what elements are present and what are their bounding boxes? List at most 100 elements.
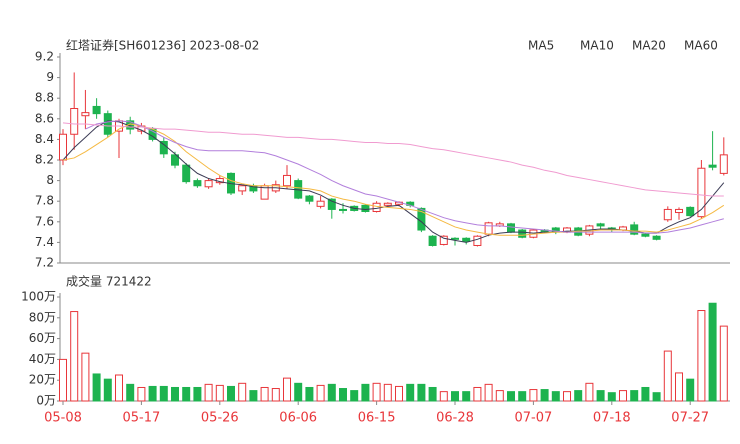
candle-body [675,208,683,214]
y-tick-label: 9 [46,70,54,84]
candle-body [697,167,706,218]
y-tick-label: 8.8 [35,91,54,105]
x-tick-label: 07-27 [671,411,709,426]
candle-body [596,223,605,227]
volume-bar [495,390,504,402]
candle-body [238,185,247,192]
candle-body [719,154,728,174]
candle-body [518,229,527,238]
y-tick-label: 100万 [21,290,56,304]
volume-bar [372,382,381,402]
candle-body [305,195,314,202]
x-tick-label: 07-07 [515,411,553,426]
candle-body [59,133,67,161]
volume-bar [473,386,482,402]
y-tick-label: 7.6 [35,214,54,228]
volume-bar [663,350,672,402]
candle-body [439,235,448,245]
y-tick-label: 0万 [36,394,56,408]
candle-body [70,108,79,135]
volume-bar [563,391,571,402]
candle-body [81,112,90,117]
candle-body [193,180,202,187]
volume-bar [227,385,235,402]
candle-body [383,202,392,206]
candle-body [652,235,661,240]
candle-body [630,224,639,235]
volume-bar [551,391,560,402]
x-tick-label: 06-15 [358,411,396,426]
volume-bar [361,383,370,402]
candle-body [92,105,101,115]
volume-bar [59,358,67,402]
volume-bar [596,390,605,402]
y-tick-label: 7.8 [35,194,54,208]
y-tick-label: 8.4 [35,132,54,146]
volume-bar [607,392,616,402]
y-tick-label: 80万 [29,310,56,324]
x-tick-label: 05-08 [44,411,82,426]
volume-bar [260,386,269,402]
candle-body [641,233,650,237]
volume-bar [439,391,448,402]
x-tick-label: 07-18 [593,411,631,426]
volume-bar [507,391,515,402]
candle-body [663,208,672,221]
candle-body [484,222,493,235]
volume-bar [428,386,437,402]
x-tick-label: 05-26 [201,411,239,426]
volume-bar [327,383,336,402]
volume-bar [395,385,403,402]
ma-line [62,123,725,236]
y-tick-label: 7.2 [35,256,54,270]
volume-bar [103,378,112,402]
candle-body [473,235,482,246]
y-tick-label: 8 [46,173,54,187]
candle-body [327,198,336,210]
volume-bar [92,373,101,402]
volume-bar [271,388,280,402]
x-tick-label: 06-06 [279,411,317,426]
volume-bar [350,390,359,402]
volume-bar [249,390,258,402]
volume-bar [70,311,79,402]
volume-bar [305,386,314,402]
candle-body [103,113,112,135]
volume-bar [451,391,459,402]
candle-body [451,237,459,240]
volume-bar [686,378,695,402]
y-tick-label: 8.6 [35,111,54,125]
ma-line [85,120,724,234]
volume-bar [159,385,168,402]
candle-body [171,154,179,166]
volume-bar [182,386,191,402]
volume-bar [171,386,179,402]
ma-line [62,122,724,197]
volume-bar [283,377,291,402]
volume-bar [406,383,415,402]
candle-body [283,174,291,187]
volume-bar [675,372,683,402]
volume-bar [339,388,347,402]
legend-entry: MA10 [580,39,614,53]
volume-bar [316,384,325,402]
volume-bar [193,386,202,402]
candle-body [339,208,347,211]
volume-bar [215,384,224,402]
volume-bar [294,382,303,402]
volume-title: 成交量 721422 [66,274,152,289]
y-tick-label: 60万 [29,331,56,345]
volume-bar [81,352,90,402]
volume-bar [518,391,527,402]
volume-bar [574,390,583,402]
candle-body [708,164,717,168]
y-tick-label: 20万 [29,373,56,387]
legend-entry: MA60 [684,39,718,53]
volume-bar [383,383,392,402]
volume-bar [238,382,247,402]
candle-body [372,202,381,212]
volume-bar [697,310,706,402]
candle-body [507,223,515,233]
volume-bar [417,383,426,402]
